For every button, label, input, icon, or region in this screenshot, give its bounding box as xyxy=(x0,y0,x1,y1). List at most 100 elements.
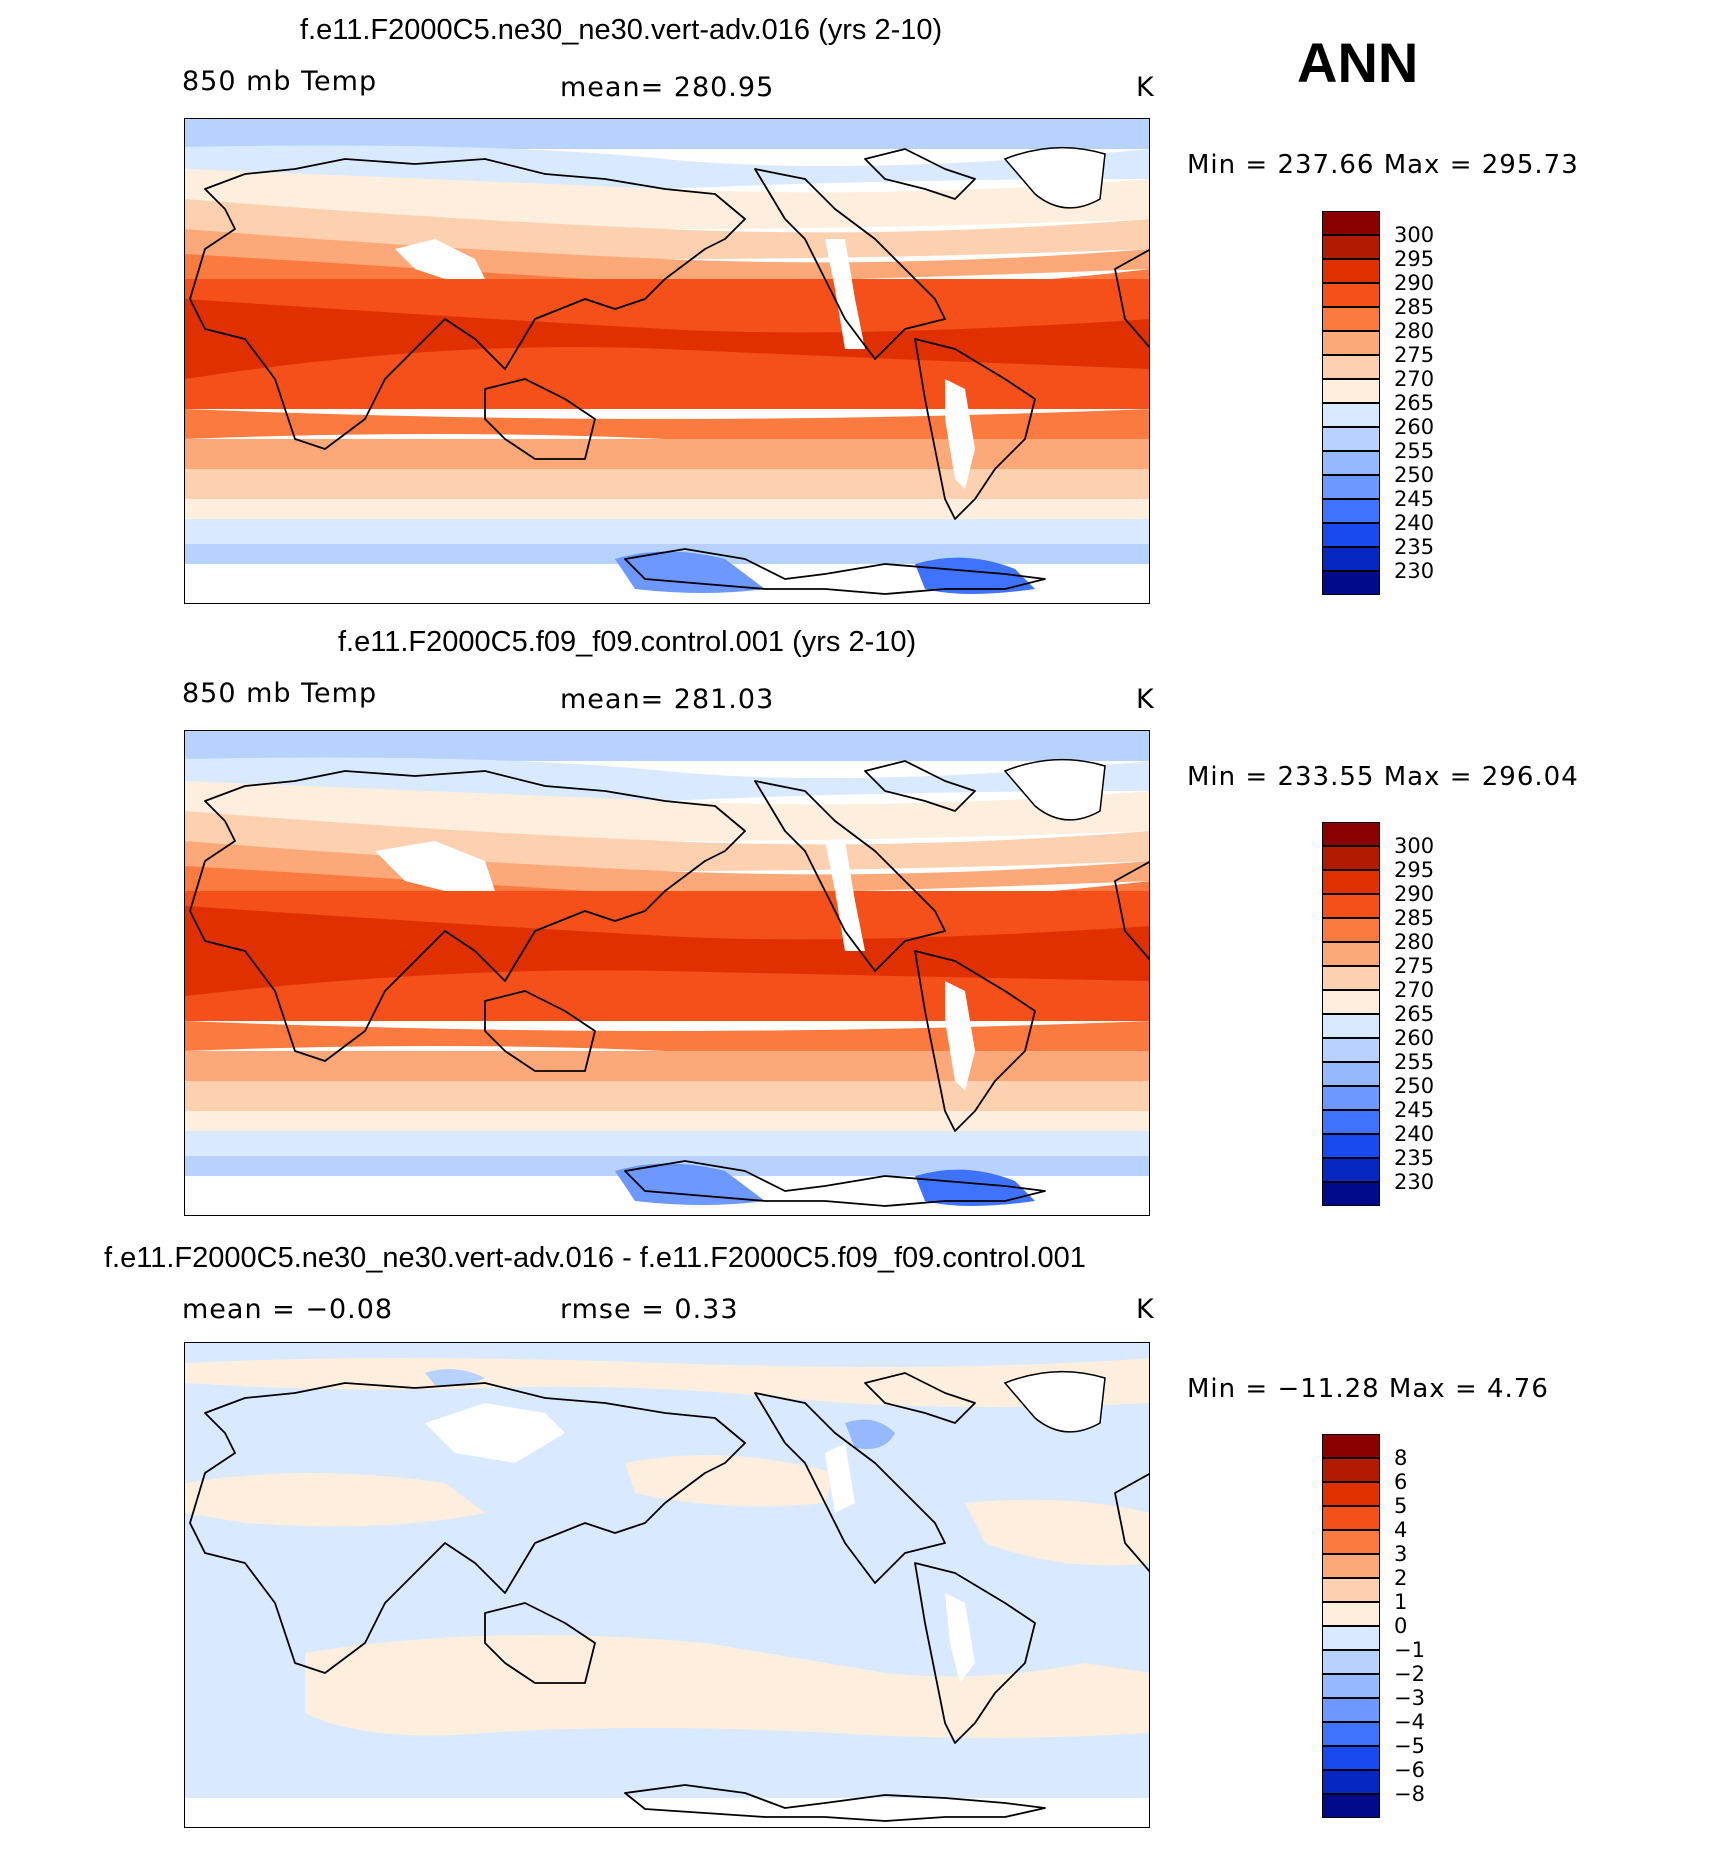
colorbar-tick-label: 260 xyxy=(1394,1026,1435,1050)
colorbar-tick-label: 265 xyxy=(1394,1002,1435,1026)
panel-2-colorbar: 300 295 290 285 280 275 270 265 260 255 250 245 240 2… xyxy=(1322,822,1434,1206)
colorbar-tick-label: 260 xyxy=(1394,415,1435,439)
colorbar-tick-label: 275 xyxy=(1394,954,1435,978)
colorbar-swatch xyxy=(1322,499,1380,523)
colorbar-swatch xyxy=(1322,547,1380,571)
colorbar-swatch xyxy=(1322,451,1380,475)
colorbar-tick-label: 265 xyxy=(1394,391,1435,415)
colorbar-tick-label: 245 xyxy=(1394,1098,1435,1122)
colorbar-tick-label: 1 xyxy=(1394,1590,1408,1614)
colorbar-swatch xyxy=(1322,1602,1380,1626)
colorbar-swatch xyxy=(1322,1650,1380,1674)
panel-3-mean-label: mean = −0.08 xyxy=(182,1294,394,1325)
colorbar-tick-label: 3 xyxy=(1394,1542,1408,1566)
colorbar-tick-label: −3 xyxy=(1394,1686,1425,1710)
panel-1-variable-label: 850 mb Temp xyxy=(182,66,378,97)
colorbar-swatch xyxy=(1322,894,1380,918)
colorbar-swatch xyxy=(1322,1482,1380,1506)
colorbar-swatch xyxy=(1322,235,1380,259)
colorbar-tick-label: 6 xyxy=(1394,1470,1408,1494)
colorbar-tick-label: 235 xyxy=(1394,535,1435,559)
colorbar-swatch xyxy=(1322,475,1380,499)
colorbar-tick-label: 230 xyxy=(1394,1170,1435,1194)
colorbar-tick-label: 280 xyxy=(1394,319,1435,343)
colorbar-swatch xyxy=(1322,1158,1380,1182)
colorbar-swatch xyxy=(1322,1014,1380,1038)
colorbar-tick-label: 8 xyxy=(1394,1446,1408,1470)
colorbar-swatch xyxy=(1322,1038,1380,1062)
panel-1-mean-label: mean= 280.95 xyxy=(560,72,775,103)
colorbar-tick-label: 290 xyxy=(1394,271,1435,295)
panel-3-colorbar: 8 6 5 4 3 2 1 0 −1 −2 −3 −4 −5 −6 −8 xyxy=(1322,1434,1425,1818)
panel-2-title: f.e11.F2000C5.f09_f09.control.001 (yrs 2… xyxy=(338,626,917,658)
colorbar-swatch xyxy=(1322,1626,1380,1650)
colorbar-swatch xyxy=(1322,211,1380,235)
colorbar-swatch xyxy=(1322,942,1380,966)
colorbar-swatch xyxy=(1322,1506,1380,1530)
colorbar-tick-label: 245 xyxy=(1394,487,1435,511)
colorbar-swatch xyxy=(1322,1062,1380,1086)
colorbar-tick-label: 240 xyxy=(1394,511,1435,535)
colorbar-swatch xyxy=(1322,355,1380,379)
colorbar-tick-label: 235 xyxy=(1394,1146,1435,1170)
colorbar-tick-label: 250 xyxy=(1394,1074,1435,1098)
colorbar-swatch xyxy=(1322,1722,1380,1746)
colorbar-swatch xyxy=(1322,1086,1380,1110)
colorbar-swatch xyxy=(1322,990,1380,1014)
colorbar-swatch xyxy=(1322,822,1380,846)
colorbar-tick-label: 4 xyxy=(1394,1518,1408,1542)
colorbar-swatch xyxy=(1322,1182,1380,1206)
colorbar-tick-label: 290 xyxy=(1394,882,1435,906)
panel-3-rmse-label: rmse = 0.33 xyxy=(560,1294,739,1325)
colorbar-tick-label: −8 xyxy=(1394,1782,1425,1806)
panel-2-variable-label: 850 mb Temp xyxy=(182,678,378,709)
panel-2-mean-label: mean= 281.03 xyxy=(560,684,775,715)
colorbar-tick-label: 285 xyxy=(1394,906,1435,930)
colorbar-tick-label: 295 xyxy=(1394,247,1435,271)
colorbar-swatch xyxy=(1322,1110,1380,1134)
colorbar-swatch xyxy=(1322,283,1380,307)
panel-1-title: f.e11.F2000C5.ne30_ne30.vert-adv.016 (yr… xyxy=(300,14,943,46)
colorbar-tick-label: 270 xyxy=(1394,367,1435,391)
colorbar-tick-label: 240 xyxy=(1394,1122,1435,1146)
colorbar-swatch xyxy=(1322,1134,1380,1158)
colorbar-tick-label: 300 xyxy=(1394,834,1435,858)
colorbar-swatch xyxy=(1322,1554,1380,1578)
panel-3-map xyxy=(184,1342,1150,1828)
panel-2-units-label: K xyxy=(1136,684,1155,715)
panel-3-minmax: Min = −11.28 Max = 4.76 xyxy=(1187,1374,1549,1404)
panel-1-colorbar: 300 295 290 285 280 275 270 265 260 255 250 245 240 2… xyxy=(1322,211,1434,595)
colorbar-tick-label: 295 xyxy=(1394,858,1435,882)
colorbar-swatch xyxy=(1322,918,1380,942)
colorbar-swatch xyxy=(1322,1746,1380,1770)
colorbar-swatch xyxy=(1322,1458,1380,1482)
colorbar-swatch xyxy=(1322,379,1380,403)
colorbar-tick-label: 0 xyxy=(1394,1614,1408,1638)
colorbar-tick-label: 270 xyxy=(1394,978,1435,1002)
colorbar-swatch xyxy=(1322,870,1380,894)
colorbar-swatch xyxy=(1322,1794,1380,1818)
colorbar-swatch xyxy=(1322,1530,1380,1554)
colorbar-tick-label: 300 xyxy=(1394,223,1435,247)
colorbar-tick-label: −2 xyxy=(1394,1662,1425,1686)
colorbar-tick-label: 2 xyxy=(1394,1566,1408,1590)
colorbar-tick-label: −5 xyxy=(1394,1734,1425,1758)
colorbar-tick-label: 280 xyxy=(1394,930,1435,954)
colorbar-swatch xyxy=(1322,1674,1380,1698)
colorbar-tick-label: 250 xyxy=(1394,463,1435,487)
panel-1-map xyxy=(184,118,1150,604)
colorbar-swatch xyxy=(1322,1578,1380,1602)
colorbar-tick-label: −4 xyxy=(1394,1710,1425,1734)
colorbar-swatch xyxy=(1322,1770,1380,1794)
colorbar-swatch xyxy=(1322,846,1380,870)
panel-3-units-label: K xyxy=(1136,1294,1155,1325)
colorbar-swatch xyxy=(1322,1698,1380,1722)
colorbar-swatch xyxy=(1322,259,1380,283)
colorbar-tick-label: −6 xyxy=(1394,1758,1425,1782)
panel-3-title: f.e11.F2000C5.ne30_ne30.vert-adv.016 - f… xyxy=(104,1242,1086,1274)
colorbar-tick-label: −1 xyxy=(1394,1638,1425,1662)
colorbar-tick-label: 5 xyxy=(1394,1494,1408,1518)
colorbar-swatch xyxy=(1322,1434,1380,1458)
colorbar-swatch xyxy=(1322,966,1380,990)
panel-2-minmax: Min = 233.55 Max = 296.04 xyxy=(1187,762,1579,792)
